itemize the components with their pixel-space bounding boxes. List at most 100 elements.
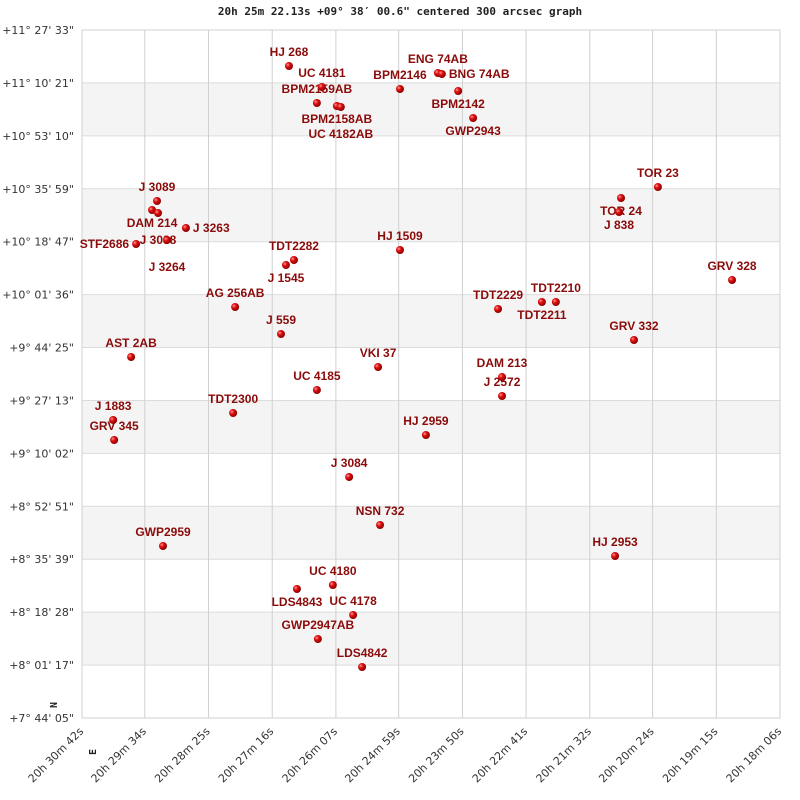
star-label: TOR 23 [637, 166, 679, 180]
star-label: J 2572 [484, 375, 521, 389]
y-tick-label: +8° 52' 51" [9, 500, 74, 513]
star-point [312, 386, 321, 395]
star-label: STF2686 [80, 237, 130, 251]
star-label: TDT2211 [517, 308, 567, 322]
grid-band [82, 188, 780, 242]
star-point [611, 551, 620, 560]
star-label: GRV 328 [707, 259, 756, 273]
star-label: J 559 [266, 313, 296, 327]
star-label: J 3084 [331, 456, 368, 470]
star-label: HJ 268 [270, 45, 309, 59]
star-label: J 3089 [139, 180, 176, 194]
star-label: J 3088 [140, 233, 177, 247]
x-tick-label: 20h 30m 42s [26, 725, 87, 786]
star-point [421, 431, 430, 440]
x-tick-label: 20h 20m 24s [596, 725, 657, 786]
star-label: AG 256AB [206, 286, 265, 300]
star-point [498, 392, 507, 401]
star-point [494, 305, 503, 314]
x-tick-label: 20h 21m 32s [534, 725, 595, 786]
x-tick-label: 20h 22m 41s [470, 725, 531, 786]
star-point [376, 521, 385, 530]
star-label: LDS4843 [272, 595, 323, 609]
compass-east: E [88, 749, 99, 755]
grid-band [82, 82, 780, 136]
star-point [162, 236, 171, 245]
y-tick-label: +8° 01' 17" [9, 659, 74, 672]
star-point [181, 224, 190, 233]
y-tick-label: +10° 18' 47" [2, 236, 74, 249]
star-point [231, 303, 240, 312]
y-tick-label: +9° 10' 02" [9, 447, 74, 460]
y-tick-label: +11° 27' 33" [2, 24, 74, 37]
star-label: J 1545 [268, 271, 305, 285]
star-point [437, 69, 446, 78]
chart-title: 20h 25m 22.13s +09° 38′ 00.6" centered 3… [217, 5, 583, 18]
grid-band [82, 294, 780, 348]
star-label: UC 4180 [309, 564, 357, 578]
y-tick-label: +10° 35' 59" [2, 183, 74, 196]
star-point [317, 83, 326, 92]
grid-band [82, 612, 780, 666]
star-point [358, 663, 367, 672]
y-tick-label: +7° 44' 05" [9, 712, 74, 725]
star-label: GRV 345 [90, 419, 139, 433]
plot-frame [81, 29, 781, 719]
star-point [110, 436, 119, 445]
star-point [653, 182, 662, 191]
star-point [127, 352, 136, 361]
star-point [109, 416, 118, 425]
star-point [148, 206, 157, 215]
star-point [345, 473, 354, 482]
star-point [276, 329, 285, 338]
star-label: BPM2159AB [282, 82, 353, 96]
y-tick-label: +8° 18' 28" [9, 606, 74, 619]
star-label: DAM 213 [477, 356, 528, 370]
star-label: UC 4178 [329, 594, 377, 608]
star-point [229, 409, 238, 418]
star-label: VKI 37 [360, 346, 397, 360]
star-label: UC 4185 [293, 369, 341, 383]
star-point [728, 276, 737, 285]
x-tick-label: 20h 26m 07s [280, 725, 341, 786]
star-point [132, 239, 141, 248]
star-point [395, 246, 404, 255]
star-point [615, 208, 624, 217]
star-label: DAM 214 [127, 216, 178, 230]
x-tick-label: 20h 28m 25s [152, 725, 213, 786]
star-point [374, 363, 383, 372]
star-label: BPM2158AB [301, 112, 372, 126]
x-tick-label: 20h 19m 15s [660, 725, 721, 786]
x-tick-label: 20h 24m 59s [342, 725, 403, 786]
star-point [469, 113, 478, 122]
star-point [154, 209, 163, 218]
star-point [159, 542, 168, 551]
star-point [617, 194, 626, 203]
star-point [312, 98, 321, 107]
star-label: BNG 74AB [449, 67, 510, 81]
star-label: GRV 332 [609, 319, 658, 333]
star-point [313, 635, 322, 644]
star-point [328, 581, 337, 590]
star-label: BPM2146 [373, 68, 427, 82]
y-tick-label: +10° 53' 10" [2, 130, 74, 143]
star-label: ENG 74AB [408, 52, 468, 66]
star-label: UC 4181 [298, 66, 346, 80]
x-tick-label: 20h 23m 50s [406, 725, 467, 786]
star-label: BPM2142 [431, 97, 485, 111]
star-point [284, 61, 293, 70]
star-label: HJ 2959 [403, 414, 449, 428]
star-label: TDT2282 [269, 239, 319, 253]
compass-north: N [49, 702, 60, 708]
star-point [292, 585, 301, 594]
y-tick-label: +11° 10' 21" [2, 77, 74, 90]
star-label: LDS4842 [337, 646, 388, 660]
star-label: TDT2210 [531, 281, 581, 295]
star-label: GWP2959 [135, 525, 191, 539]
star-point [537, 298, 546, 307]
star-point [395, 84, 404, 93]
star-label: J 3263 [193, 221, 230, 235]
y-tick-label: +10° 01' 36" [2, 289, 74, 302]
star-point [349, 611, 358, 620]
